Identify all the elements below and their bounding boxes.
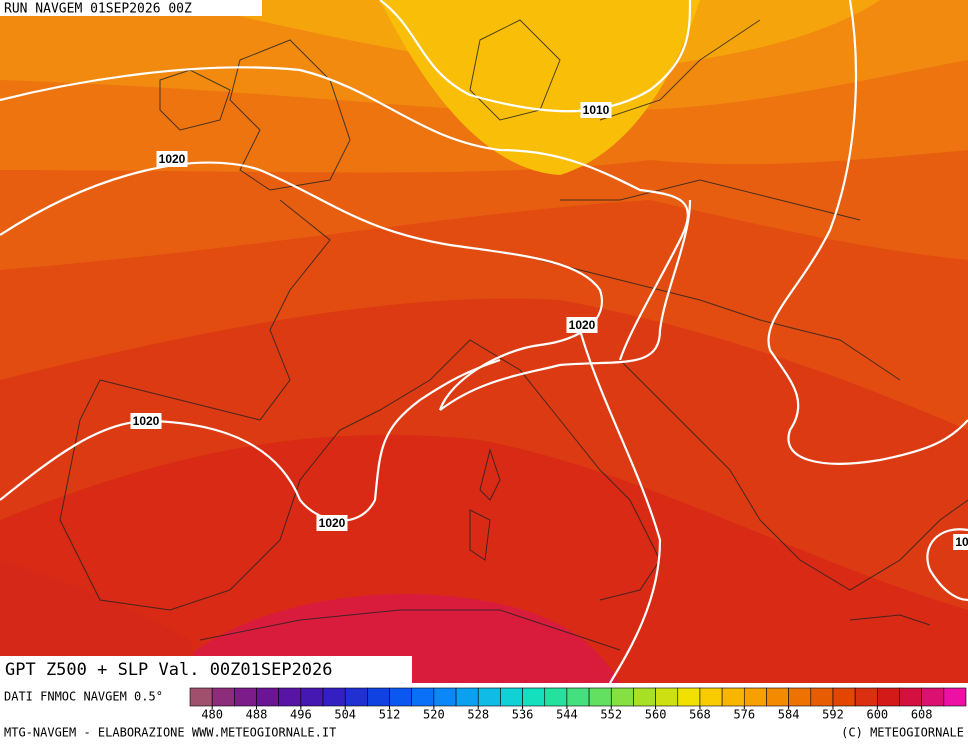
isobar-label: 1010: [583, 103, 610, 117]
coastlines: [59, 19, 968, 651]
colorbar-swatch: [588, 687, 612, 707]
colorbar-tick-label: 528: [467, 708, 489, 722]
colorbar-swatch: [477, 687, 501, 707]
colorbar-swatch: [899, 687, 922, 707]
colorbar-tick-label: 496: [290, 708, 312, 722]
isobar-label: 1020: [133, 414, 160, 428]
colorbar-swatch: [234, 687, 257, 707]
colorbar-swatch: [322, 687, 346, 707]
footer-right: (C) METEOGIORNALE: [841, 726, 964, 740]
colorbar-swatch: [566, 687, 590, 707]
colorbar-tick-label: 608: [911, 708, 933, 722]
colorbar-swatch: [610, 687, 634, 707]
colorbar-swatch: [367, 687, 390, 707]
colorbar-tick-label: 568: [689, 708, 711, 722]
colorbar-swatch: [743, 687, 767, 707]
colorbar-swatch: [256, 687, 279, 707]
title-box: [0, 656, 412, 683]
colorbar-swatch: [544, 687, 568, 707]
title: GPT Z500 + SLP Val. 00Z01SEP2026: [5, 660, 333, 680]
colorbar-tick-label: 480: [201, 708, 223, 722]
colorbar-tick-label: 560: [645, 708, 667, 722]
colorbar-swatch: [500, 687, 523, 707]
colorbar-swatch: [344, 687, 368, 707]
isobar-label-box: [953, 534, 968, 550]
isobar-label-box: [580, 102, 612, 118]
colorbar-swatch: [189, 687, 213, 707]
colorbar-swatch: [921, 687, 945, 707]
band: [380, 0, 700, 175]
colorbar-tick-label: 488: [246, 708, 268, 722]
colorbar-tick-label: 576: [733, 708, 755, 722]
colorbar-swatch: [433, 687, 457, 707]
colorbar-tick-label: 600: [866, 708, 888, 722]
colorbar-tick-label: 504: [334, 708, 356, 722]
colorbar-swatch: [788, 687, 812, 707]
colorbar-swatch: [411, 687, 435, 707]
isobar-labels: 1010 1020 1020 1020 1020 10: [130, 102, 968, 550]
colorbar-tick-label: 512: [379, 708, 401, 722]
colorbar-swatch: [455, 687, 479, 707]
colorbar-tick-label: 584: [778, 708, 800, 722]
colorbar-swatch: [832, 687, 856, 707]
colorbar-swatch: [677, 687, 701, 707]
colorbar-swatch: [211, 687, 235, 707]
colorbar-tick-label: 536: [512, 708, 534, 722]
isobar-label: 1020: [569, 318, 596, 332]
colorbar-swatch: [655, 687, 679, 707]
isobar-label-box: [566, 317, 598, 333]
colorbar-swatch: [633, 687, 656, 707]
isobar-label-box: [316, 515, 348, 531]
colorbar-swatch: [699, 687, 723, 707]
colorbar-tick-label: 552: [600, 708, 622, 722]
colorbar-swatch: [877, 687, 900, 707]
isobar-label: 1020: [319, 516, 346, 530]
header: RUN NAVGEM 01SEP2026 00Z: [4, 2, 192, 17]
colorbar-tick-label: 592: [822, 708, 844, 722]
isobar-label: 10: [955, 535, 968, 549]
colorbar: 480 488 496 504 512 520 528 536 544 552 560 568 576 5…: [189, 687, 967, 722]
colorbar-swatch: [810, 687, 834, 707]
colorbar-swatch: [300, 687, 324, 707]
isobar-label: 1020: [159, 152, 186, 166]
colorbar-swatch: [522, 687, 546, 707]
colorbar-swatch: [389, 687, 413, 707]
isobar-label-box: [156, 151, 188, 167]
isobar-label-box: [130, 413, 162, 429]
colorbar-swatch: [766, 687, 789, 707]
source: DATI FNMOC NAVGEM 0.5°: [4, 690, 163, 704]
band: [0, 560, 200, 683]
colorbar-swatch: [278, 687, 302, 707]
colorbar-swatch: [854, 687, 878, 707]
colorbar-tick-label: 520: [423, 708, 445, 722]
colorbar-tick-label: 544: [556, 708, 578, 722]
footer-left: MTG-NAVGEM - ELABORAZIONE WWW.METEOGIORN…: [4, 726, 336, 740]
map: 1010 1020 1020 1020 1020 10 RUN NAVGEM 01SEP2…: [0, 0, 968, 683]
isobars: [0, 0, 968, 683]
header-box: [0, 0, 262, 16]
colorbar-swatch: [943, 687, 967, 707]
colorbar-swatch: [721, 687, 745, 707]
